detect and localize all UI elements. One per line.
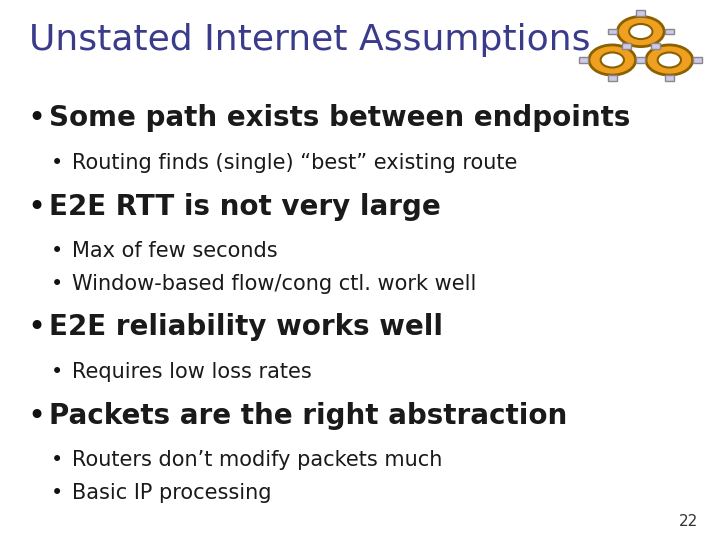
Text: Basic IP processing: Basic IP processing [72,483,271,503]
Circle shape [629,24,652,39]
Text: Max of few seconds: Max of few seconds [72,241,278,261]
Bar [665,76,674,82]
Text: Unstated Internet Assumptions: Unstated Internet Assumptions [29,23,590,57]
Text: •: • [27,313,45,342]
Circle shape [618,16,664,46]
Circle shape [589,45,636,75]
Text: •: • [50,153,63,173]
Bar [608,76,617,82]
Text: Window-based flow/cong ctl. work well: Window-based flow/cong ctl. work well [72,274,477,294]
Text: •: • [50,362,63,382]
Bar [622,43,631,49]
Bar [665,29,674,35]
Bar [579,57,588,63]
Text: •: • [27,402,45,431]
Circle shape [646,45,693,75]
Text: E2E reliability works well: E2E reliability works well [49,313,443,341]
Text: •: • [27,193,45,222]
Bar [636,57,645,63]
Text: Routing finds (single) “best” existing route: Routing finds (single) “best” existing r… [72,153,518,173]
Text: Some path exists between endpoints: Some path exists between endpoints [49,105,630,132]
Text: Requires low loss rates: Requires low loss rates [72,362,312,382]
Bar [693,57,703,63]
Text: •: • [50,241,63,261]
Bar [651,43,660,49]
Text: Packets are the right abstraction: Packets are the right abstraction [49,402,567,430]
Text: •: • [50,450,63,470]
Text: •: • [50,483,63,503]
Text: 22: 22 [679,514,698,529]
Circle shape [600,52,624,68]
Text: Routers don’t modify packets much: Routers don’t modify packets much [72,450,442,470]
Bar [636,10,645,16]
Text: •: • [27,105,45,133]
Text: •: • [50,274,63,294]
Bar [608,29,617,35]
Circle shape [657,52,681,68]
Text: E2E RTT is not very large: E2E RTT is not very large [49,193,441,221]
